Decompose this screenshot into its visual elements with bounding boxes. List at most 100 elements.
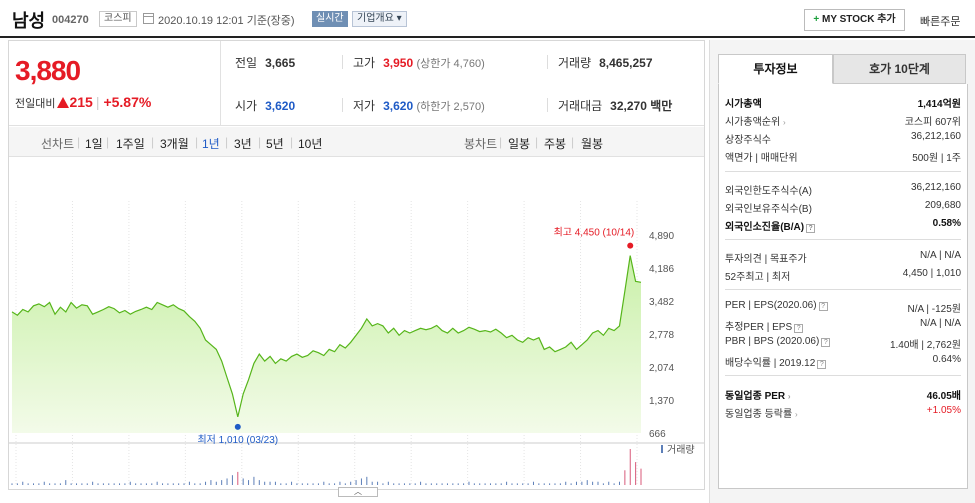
volume-bar [194, 483, 196, 485]
sector-per-row[interactable]: 동일업종 PER › 46.05배 [725, 384, 961, 402]
volume-bar [237, 471, 239, 485]
quick-order-link[interactable]: 빠른주문 [920, 16, 961, 28]
chevron-right-icon: › [794, 410, 798, 419]
volume-bar [27, 483, 29, 485]
volume-bar [285, 483, 287, 485]
help-icon[interactable]: ? [794, 324, 804, 333]
volume-bar [420, 481, 422, 485]
volume-bar [371, 481, 373, 485]
y-tick-label: 1,370 [649, 396, 674, 407]
volume-bar [119, 483, 121, 485]
opinion-row: 투자의견 | 목표주가 N/A | N/A [725, 247, 961, 265]
add-my-stock-button[interactable]: + MY STOCK 추가 [804, 9, 905, 31]
volume-bar [301, 483, 303, 485]
foreign-hold-label: 외국인보유주식수(B) [725, 204, 812, 215]
tab-3m[interactable]: 3개월 [160, 137, 189, 151]
tab-monthly[interactable]: 월봉 [581, 137, 604, 151]
volume-bar [403, 483, 405, 485]
tab-1w[interactable]: 1주일 [116, 137, 145, 151]
stock-header: 남성 004270 코스피 2020.10.19 12:01 기준(장중) 실시… [0, 0, 975, 38]
y-tick-label: 2,074 [649, 363, 674, 374]
current-price: 3,880 [15, 55, 81, 86]
help-icon[interactable]: ? [821, 338, 831, 347]
help-icon[interactable]: ? [817, 360, 827, 369]
volume-bar [613, 483, 615, 485]
tab-5y[interactable]: 5년 [266, 137, 284, 151]
dividend-row: 배당수익률 | 2019.12? 0.64% [725, 351, 961, 369]
volume-bar [366, 476, 368, 485]
volume-bar [124, 483, 126, 485]
volume-bar [43, 481, 45, 485]
per-row: PER | EPS(2020.06)? N/A | -125원 [725, 297, 961, 315]
volume-bar [210, 480, 212, 485]
volume-bar [527, 483, 529, 485]
collapse-chevron-icon[interactable]: ︿ [338, 487, 378, 497]
foreign-ratio-row: 외국인소진율(B/A)? 0.58% [725, 215, 961, 233]
per-value: N/A | -125원 [907, 304, 962, 315]
est-per-value: N/A | N/A [920, 318, 961, 329]
low-label: 최저 1,010 (03/23) [197, 434, 278, 446]
volume-bar [253, 476, 255, 485]
tab-3y[interactable]: 3년 [234, 137, 252, 151]
volume-bar [452, 483, 454, 485]
change-amount: 215 [69, 94, 93, 110]
tab-daily[interactable]: 일봉 [508, 137, 531, 151]
tab-1y[interactable]: 1년 [202, 137, 220, 151]
tab-10y[interactable]: 10년 [298, 137, 323, 151]
volume-bar [33, 483, 35, 485]
volume-bar [608, 481, 610, 485]
52week-row: 52주최고 | 최저 4,450 | 1,010 [725, 265, 961, 283]
tab-invest-info[interactable]: 투자정보 [718, 54, 833, 84]
price-area [12, 255, 641, 433]
volume-bar [635, 462, 637, 485]
volume-bar [242, 478, 244, 485]
divider: | [77, 135, 81, 149]
rank-label: 시가총액순위 [725, 117, 781, 128]
dividend-label: 배당수익률 | 2019.12 [725, 358, 816, 369]
divider: | [499, 135, 503, 149]
tab-1d[interactable]: 1일 [85, 137, 103, 151]
volume-bar [221, 480, 223, 485]
volume-bar [522, 483, 524, 485]
y-tick-label: 4,186 [649, 264, 674, 275]
volume-bar [463, 483, 465, 485]
volume-bar [559, 483, 561, 485]
help-icon[interactable]: ? [806, 224, 816, 233]
volume-bar [317, 483, 319, 485]
divider: | [151, 135, 155, 149]
volume-bar [86, 483, 88, 485]
volume-bar [581, 481, 583, 485]
prev-close-value: 3,665 [265, 56, 296, 70]
help-icon[interactable]: ? [818, 302, 828, 311]
volume-bar [328, 483, 330, 485]
divider [725, 375, 961, 376]
invest-tabs: 투자정보 호가 10단계 [718, 54, 968, 84]
volume-bar [624, 470, 626, 485]
volume-bar [16, 483, 18, 485]
line-chart-label: 선차트 [41, 137, 75, 151]
tab-weekly[interactable]: 주봉 [544, 137, 567, 151]
price-chart[interactable]: 10/2112/0201/0202/0303/0204/0105/0406/01… [3, 159, 704, 502]
candle-chart-label: 봉차트 [464, 137, 498, 151]
pbr-row: PBR | BPS (2020.06)? 1.40배 | 2,762원 [725, 333, 961, 351]
volume-bar [199, 483, 201, 485]
volume-bar [484, 483, 486, 485]
rank-row[interactable]: 시가총액순위 › 코스피 607위 [725, 110, 961, 128]
change-percent: +5.87% [103, 94, 152, 110]
volume-bar [151, 483, 153, 485]
volume-bar [398, 483, 400, 485]
volume-label: 거래량 [558, 56, 592, 70]
volume-bar [264, 481, 266, 485]
tab-order-book[interactable]: 호가 10단계 [833, 54, 966, 84]
volume-bar [618, 481, 620, 485]
sector-rate-row[interactable]: 동일업종 등락률 › +1.05% [725, 402, 961, 420]
corp-info-dropdown[interactable]: 기업개요 ▾ [352, 11, 407, 27]
volume-bar [11, 483, 13, 485]
volume-bar [188, 481, 190, 485]
realtime-badge[interactable]: 실시간 [312, 11, 348, 27]
volume-bar [22, 481, 24, 485]
divider [725, 289, 961, 290]
volume-bar [269, 481, 271, 485]
volume-bar [441, 483, 443, 485]
volume-bar [554, 483, 556, 485]
